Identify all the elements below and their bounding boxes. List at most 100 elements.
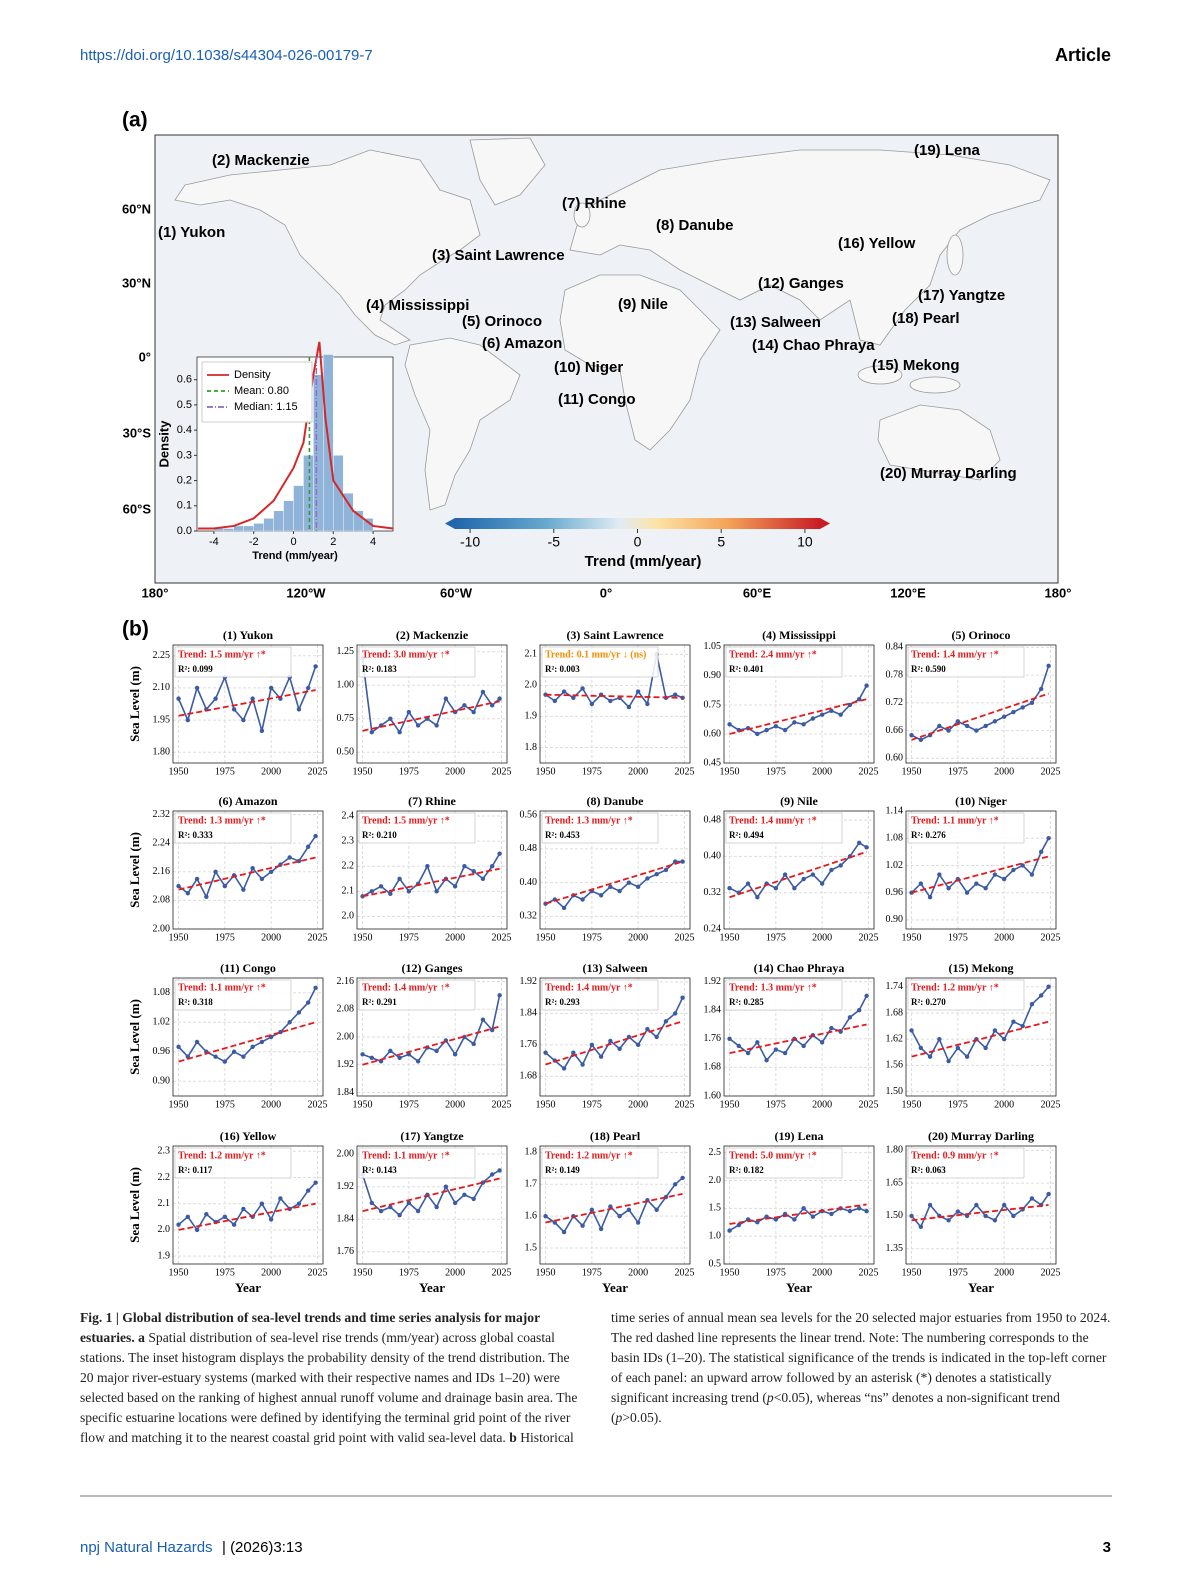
series-point (829, 1025, 834, 1031)
r2-label: R²: 0.401 (729, 664, 764, 674)
series-point (241, 1206, 246, 1212)
trend-line (729, 1023, 867, 1054)
inset-legend (201, 361, 313, 423)
series-point (480, 876, 486, 881)
y-tick-label: 1.05 (704, 641, 722, 652)
series-point (176, 883, 181, 889)
y-tick-label: 0.45 (704, 757, 722, 768)
series-point (635, 1042, 641, 1048)
trend-label: Trend: 5.0 mm/yr ↑* (729, 1150, 817, 1161)
series-point (736, 1043, 742, 1049)
river-label: (20) Murray Darling (880, 465, 1017, 482)
trend-label: Trend: 1.3 mm/yr ↑* (545, 815, 633, 826)
trend-line (729, 698, 867, 735)
x-tick-label: 1975 (582, 1099, 602, 1110)
y-tick-label: 1.62 (886, 1033, 904, 1044)
series-point (810, 716, 816, 721)
series-point (1001, 1036, 1007, 1042)
river-label: (7) Rhine (562, 195, 626, 212)
series-point (231, 1222, 237, 1227)
plot-frame (172, 644, 324, 764)
y-tick-label: 2.08 (153, 895, 171, 906)
series-point (810, 872, 816, 877)
x-tick-label: 1950 (353, 766, 373, 777)
histogram-bar (273, 510, 284, 532)
x-tick-label: 1975 (399, 1099, 419, 1110)
trend-label: Trend: 1.5 mm/yr ↑* (362, 815, 450, 826)
series-point (1038, 686, 1044, 692)
chart-title: (18) Pearl (590, 1129, 641, 1143)
series-point (909, 733, 914, 738)
x-tick-label: 1975 (948, 1099, 968, 1110)
colorbar-tick-label: 10 (797, 534, 813, 550)
caption-text: p (766, 1390, 774, 1405)
plot-frame (172, 810, 324, 930)
river-label: (16) Yellow (838, 235, 916, 252)
lon-label: 0° (600, 585, 612, 600)
series-line (362, 853, 501, 898)
colorbar-arrow (445, 518, 455, 529)
y-tick-label: 1.5 (709, 1203, 722, 1214)
chart-title: (13) Salween (583, 961, 648, 975)
plot-frame (723, 810, 875, 930)
chart-title: (17) Yangtze (400, 1129, 464, 1143)
series-point (946, 1058, 951, 1064)
land (877, 404, 1001, 481)
series-point (296, 1010, 302, 1015)
x-tick-label: 2025 (307, 1099, 327, 1110)
doi-link[interactable]: https://doi.org/10.1038/s44304-026-00179… (80, 47, 373, 64)
plot-frame (723, 644, 875, 764)
x-tick-label: 2025 (491, 1099, 511, 1110)
y-tick-label: 1.76 (520, 1039, 538, 1050)
x-tick-label: 2000 (261, 932, 281, 943)
plot-frame (356, 644, 508, 764)
inset-x-tick-label: 2 (330, 536, 336, 548)
y-tick-label: 1.6 (525, 1210, 538, 1221)
series-line (178, 835, 317, 899)
series-point (296, 1201, 302, 1206)
y-tick-label: 0.24 (704, 923, 722, 934)
x-tick-label: 1975 (215, 1267, 235, 1278)
plot-frame (723, 1145, 875, 1265)
inset-y-tick-label: 0.3 (177, 449, 192, 461)
land (573, 202, 591, 228)
r2-label: R²: 0.063 (911, 1165, 946, 1175)
trend-label: Trend: 0.1 mm/yr ↓ (ns) (545, 649, 646, 660)
y-tick-label: 1.95 (153, 714, 171, 725)
x-tick-label: 2000 (812, 932, 832, 943)
series-point (654, 1207, 659, 1212)
river-label: (19) Lena (914, 142, 981, 159)
series-point (654, 1034, 659, 1040)
plot-frame (356, 810, 508, 930)
series-point (194, 876, 200, 882)
series-point (745, 881, 751, 886)
trend-line (545, 860, 683, 905)
y-tick-label: 2.00 (337, 1148, 355, 1159)
series-point (755, 1040, 760, 1045)
page-number: 3 (1103, 1539, 1111, 1556)
series-point (434, 889, 439, 894)
series-point (847, 1208, 853, 1214)
series-point (792, 720, 797, 725)
y-tick-label: 1.9 (525, 711, 538, 722)
r2-label: R²: 0.143 (362, 1165, 397, 1175)
series-point (543, 1050, 548, 1055)
journal-name: npj Natural Hazards (80, 1539, 213, 1556)
series-point (1038, 993, 1044, 998)
y-tick-label: 0.84 (886, 642, 904, 653)
y-tick-label: 0.40 (520, 877, 538, 888)
y-tick-label: 0.96 (153, 1046, 171, 1057)
series-point (955, 1045, 961, 1051)
series-point (250, 696, 255, 701)
y-tick-label: 0.56 (520, 810, 538, 821)
series-point (617, 888, 622, 894)
y-tick-label: 2.16 (153, 866, 171, 877)
annotation-box (907, 1147, 1025, 1179)
series-point (847, 1015, 853, 1020)
trend-label: Trend: 1.4 mm/yr ↑* (545, 982, 633, 993)
trend-label: Trend: 1.4 mm/yr ↑* (362, 982, 450, 993)
chart-title: (4) Mississippi (762, 628, 836, 642)
series-point (946, 728, 951, 733)
trend-line (362, 867, 500, 898)
series-point (213, 1054, 218, 1059)
